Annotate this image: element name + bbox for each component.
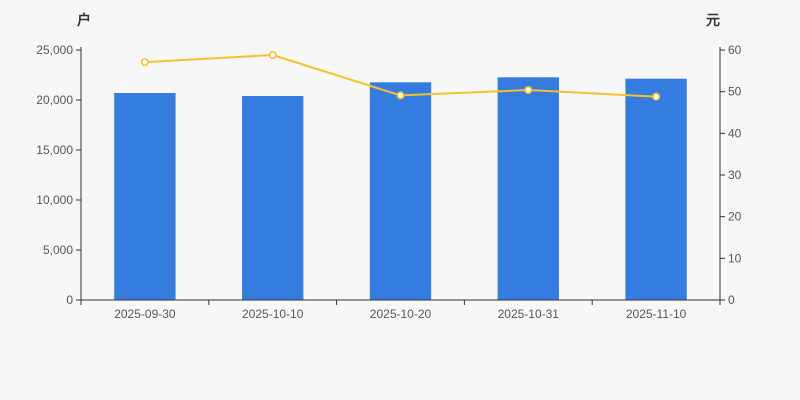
left-axis-tick-label: 20,000 [36,93,73,107]
right-axis-tick-label: 20 [728,210,742,224]
right-axis-name: 元 [706,12,720,28]
right-axis-tick-label: 0 [728,293,735,307]
x-axis-category-label: 2025-10-20 [370,307,432,321]
right-axis-tick-label: 40 [728,126,742,140]
line-point [396,91,405,100]
bar [114,93,176,300]
left-axis-name: 户 [77,12,91,28]
line-point [140,58,149,67]
left-axis-tick-label: 10,000 [36,193,73,207]
bar [497,77,559,300]
line-point [652,92,661,101]
right-axis-tick-label: 60 [728,43,742,57]
x-axis-category-label: 2025-09-30 [114,307,176,321]
x-axis-category-label: 2025-10-10 [242,307,304,321]
left-axis-tick-label: 5,000 [43,243,73,257]
line-point [524,86,533,95]
left-axis-tick-label: 25,000 [36,43,73,57]
left-axis-tick-label: 15,000 [36,143,73,157]
right-axis-tick-label: 50 [728,85,742,99]
x-axis-category-label: 2025-10-31 [498,307,560,321]
bar [369,82,432,300]
line-point [268,50,277,59]
bar [625,78,687,300]
left-axis-tick-label: 0 [66,293,73,307]
bar [242,96,304,300]
right-axis-tick-label: 10 [728,251,742,265]
x-axis-category-label: 2025-11-10 [626,307,687,321]
right-axis-tick-label: 30 [728,168,742,182]
